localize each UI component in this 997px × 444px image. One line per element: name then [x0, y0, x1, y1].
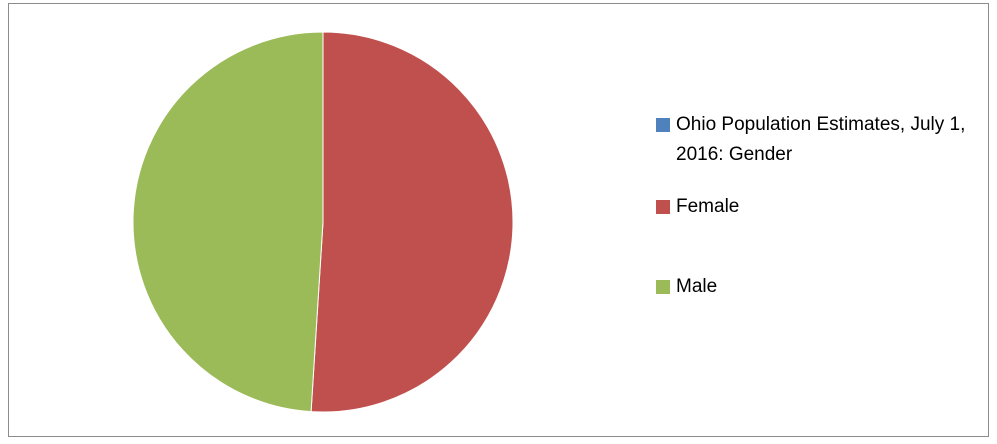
legend-label: Male — [676, 276, 718, 297]
legend-swatch — [656, 118, 670, 132]
legend-label: Ohio Population Estimates, July 1, 2016:… — [676, 114, 966, 165]
legend-swatch — [656, 280, 670, 294]
legend-label: Female — [676, 196, 740, 217]
pie-slice — [310, 31, 514, 413]
legend-item: Male — [656, 272, 976, 302]
legend-item: Ohio Population Estimates, July 1, 2016:… — [656, 110, 976, 170]
pie-slice — [132, 31, 324, 413]
legend-swatch — [656, 200, 670, 214]
legend-item: Female — [656, 192, 976, 222]
